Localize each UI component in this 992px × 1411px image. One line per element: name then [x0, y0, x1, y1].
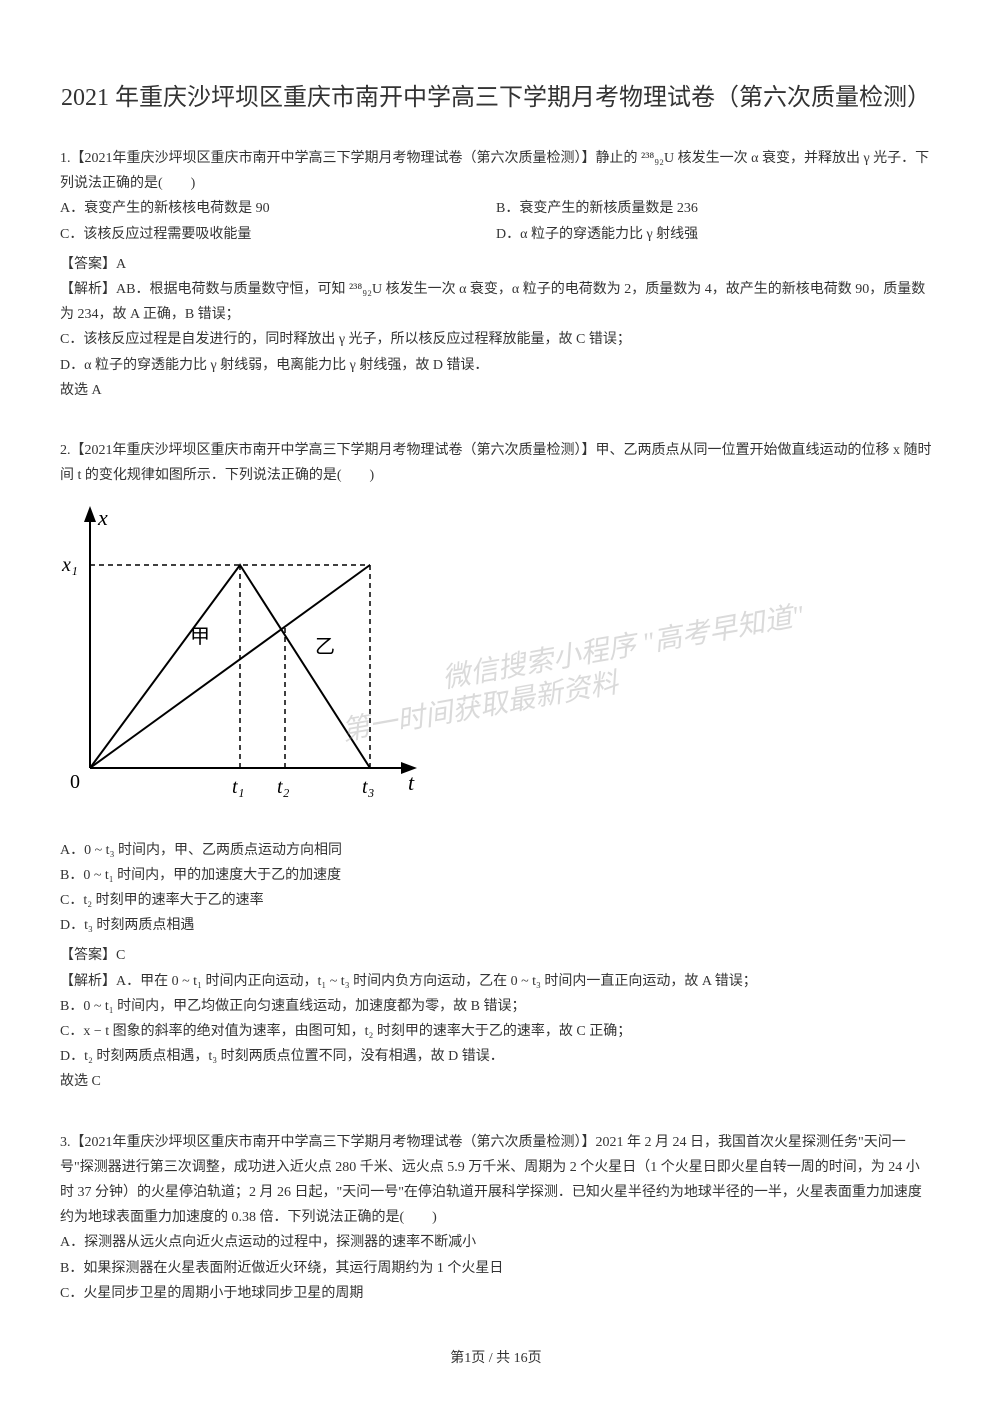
xt-graph: 甲 乙 x t 0 x₁ t₁ t₂ t₃	[60, 503, 420, 813]
q2-explanation-3: C．x − t 图象的斜率的绝对值为速率，由图可知，t₂ 时刻甲的速率大于乙的速…	[60, 1019, 932, 1044]
q1-option-b: B．衰变产生的新核质量数是 236	[496, 196, 932, 221]
q1-option-c: C．该核反应过程需要吸收能量	[60, 222, 496, 247]
page-footer: 第1页 / 共 16页	[60, 1346, 932, 1371]
q2-header: 2.【2021年重庆沙坪坝区重庆市南开中学高三下学期月考物理试卷（第六次质量检测…	[60, 438, 932, 488]
q1-explanation-1: 【解析】AB．根据电荷数与质量数守恒，可知 ²³⁸₉₂U 核发生一次 α 衰变，…	[60, 277, 932, 327]
q1-header: 1.【2021年重庆沙坪坝区重庆市南开中学高三下学期月考物理试卷（第六次质量检测…	[60, 146, 932, 196]
svg-text:t₁: t₁	[232, 776, 245, 798]
q2-option-d: D．t₃ 时刻两质点相遇	[60, 913, 932, 938]
svg-text:乙: 乙	[315, 636, 335, 658]
question-2: 2.【2021年重庆沙坪坝区重庆市南开中学高三下学期月考物理试卷（第六次质量检测…	[60, 438, 932, 1094]
q1-option-a: A．衰变产生的新核核电荷数是 90	[60, 196, 496, 221]
q2-option-a: A．0 ~ t₃ 时间内，甲、乙两质点运动方向相同	[60, 838, 932, 863]
svg-text:0: 0	[70, 771, 80, 793]
q2-answer: 【答案】C	[60, 943, 932, 968]
svg-text:x₁: x₁	[61, 554, 78, 576]
q1-answer: 【答案】A	[60, 252, 932, 277]
svg-text:x: x	[97, 505, 108, 530]
q2-explanation-1: 【解析】A．甲在 0 ~ t₁ 时间内正向运动，t₁ ~ t₃ 时间内负方向运动…	[60, 969, 932, 994]
svg-text:甲: 甲	[190, 626, 210, 648]
q1-explanation-3: D．α 粒子的穿透能力比 γ 射线弱，电离能力比 γ 射线强，故 D 错误．	[60, 353, 932, 378]
q2-explanation-4: D．t₂ 时刻两质点相遇，t₃ 时刻两质点位置不同，没有相遇，故 D 错误．	[60, 1044, 932, 1069]
q3-option-a: A．探测器从远火点向近火点运动的过程中，探测器的速率不断减小	[60, 1230, 932, 1255]
q2-option-b: B．0 ~ t₁ 时间内，甲的加速度大于乙的加速度	[60, 863, 932, 888]
svg-text:t: t	[408, 770, 415, 795]
watermark-text-1: 微信搜索小程序 "高考早知道"	[438, 592, 808, 705]
q3-header: 3.【2021年重庆沙坪坝区重庆市南开中学高三下学期月考物理试卷（第六次质量检测…	[60, 1130, 932, 1231]
q3-option-c: C．火星同步卫星的周期小于地球同步卫星的周期	[60, 1281, 932, 1306]
q2-explanation-5: 故选 C	[60, 1069, 932, 1094]
question-3: 3.【2021年重庆沙坪坝区重庆市南开中学高三下学期月考物理试卷（第六次质量检测…	[60, 1130, 932, 1306]
svg-text:t₃: t₃	[362, 776, 375, 798]
svg-text:t₂: t₂	[277, 776, 290, 798]
page-title: 2021 年重庆沙坪坝区重庆市南开中学高三下学期月考物理试卷（第六次质量检测）	[60, 80, 932, 116]
q2-option-c: C．t₂ 时刻甲的速率大于乙的速率	[60, 888, 932, 913]
q1-explanation-2: C．该核反应过程是自发进行的，同时释放出 γ 光子，所以核反应过程释放能量，故 …	[60, 327, 932, 352]
q2-figure: 甲乙xt0x₁t₁t₂t₃ 微信搜索小程序 "高考早知道" 第一时间获取最新资料	[60, 503, 932, 822]
q1-option-d: D．α 粒子的穿透能力比 γ 射线强	[496, 222, 932, 247]
q1-explanation-4: 故选 A	[60, 378, 932, 403]
question-1: 1.【2021年重庆沙坪坝区重庆市南开中学高三下学期月考物理试卷（第六次质量检测…	[60, 146, 932, 403]
q2-explanation-2: B．0 ~ t₁ 时间内，甲乙均做正向匀速直线运动，加速度都为零，故 B 错误；	[60, 994, 932, 1019]
q3-option-b: B．如果探测器在火星表面附近做近火环绕，其运行周期约为 1 个火星日	[60, 1256, 932, 1281]
